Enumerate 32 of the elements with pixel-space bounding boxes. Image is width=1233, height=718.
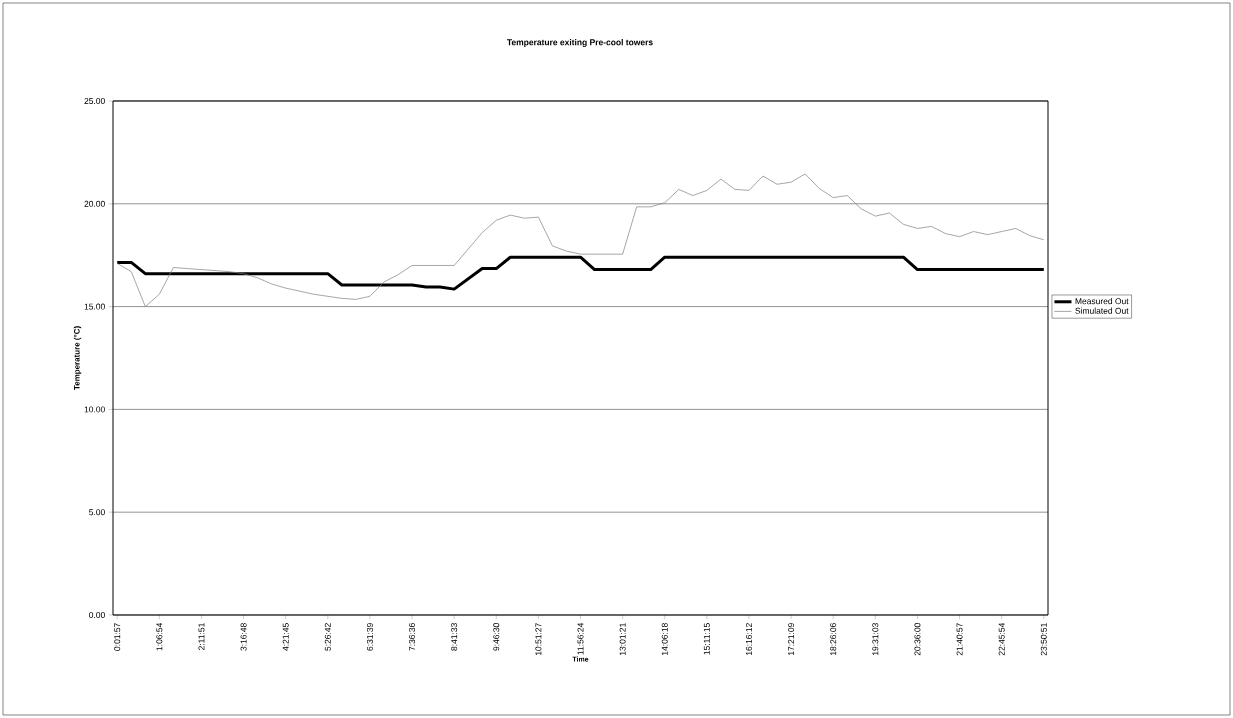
x-tick-label: 21:40:57 [956,623,963,656]
x-tick-label: 15:11:15 [703,623,710,655]
x-tick-label: 19:31:03 [872,623,879,656]
y-tick-label: 0.00 [89,612,105,618]
y-tick-label: 5.00 [89,509,105,516]
chart-title: Temperature exiting Pre-cool towers [507,39,653,47]
x-tick-label: 16:16:12 [745,623,752,656]
x-tick-label: 0:01:57 [114,623,121,651]
x-tick-label: 23:50:51 [1040,623,1047,656]
x-tick-label: 3:16:48 [240,623,247,651]
x-tick-label: 2:11:51 [198,623,205,650]
y-tick-label: 20.00 [84,200,105,207]
x-tick-label: 8:41:33 [451,623,458,651]
x-tick-label: 1:06:54 [156,623,163,651]
x-tick-label: 7:36:36 [409,623,416,651]
y-tick-label: 15.00 [84,303,105,310]
x-tick-label: 11:56:24 [577,623,584,655]
x-tick-label: 4:21:45 [282,623,289,651]
x-tick-label: 20:36:00 [914,623,921,656]
x-tick-label: 6:31:39 [366,623,373,651]
x-tick-label: 9:46:30 [493,623,500,651]
y-tick-label: 25.00 [84,97,105,104]
x-tick-label: 13:01:21 [619,623,626,656]
x-tick-label: 22:45:54 [998,623,1005,656]
legend-label: Measured Out [1075,297,1129,305]
x-tick-label: 18:26:06 [830,623,837,656]
x-tick-label: 10:51:27 [535,623,542,656]
x-tick-label: 5:26:42 [324,623,331,651]
legend-label: Simulated Out [1075,307,1129,314]
y-tick-label: 10.00 [84,406,105,413]
x-tick-label: 17:21:09 [788,623,795,656]
x-tick-label: 14:06:18 [661,623,668,656]
